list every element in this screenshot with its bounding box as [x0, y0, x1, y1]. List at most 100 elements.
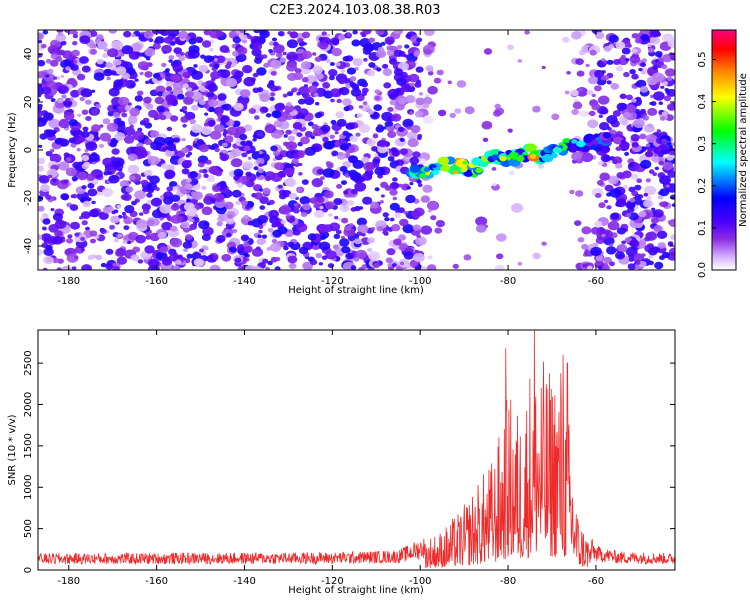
noise-blob — [79, 56, 89, 64]
noise-blob — [541, 65, 546, 70]
noise-blob — [170, 225, 178, 232]
noise-blob — [329, 62, 335, 66]
noise-blob — [630, 134, 640, 142]
noise-blob — [61, 94, 67, 99]
noise-blob — [598, 114, 603, 118]
noise-blob — [130, 42, 143, 52]
signal-blob — [471, 157, 483, 166]
noise-blob — [273, 44, 285, 54]
noise-blob — [434, 227, 443, 234]
noise-blob — [374, 95, 381, 101]
noise-blob — [663, 95, 672, 102]
noise-blob — [524, 30, 530, 35]
noise-blob — [310, 135, 316, 140]
noise-blob — [192, 143, 198, 148]
noise-blob — [371, 227, 376, 231]
noise-blob — [145, 80, 150, 85]
noise-blob — [293, 72, 303, 81]
noise-blob — [639, 133, 647, 140]
noise-blob — [355, 132, 361, 137]
noise-blob — [155, 187, 160, 192]
noise-blob — [386, 49, 395, 56]
noise-blob — [268, 199, 275, 205]
noise-blob — [108, 174, 120, 184]
noise-blob — [403, 211, 409, 215]
noise-blob — [298, 98, 306, 105]
noise-blob — [392, 177, 398, 182]
noise-blob — [387, 156, 395, 162]
noise-blob — [121, 45, 133, 55]
noise-blob — [77, 136, 85, 143]
noise-blob — [170, 237, 183, 248]
noise-blob — [330, 37, 340, 45]
noise-blob — [329, 134, 335, 139]
noise-blob — [299, 42, 305, 47]
noise-blob — [89, 230, 98, 237]
colorbar-tick-label: 0.0 — [697, 262, 708, 278]
noise-blob — [38, 103, 43, 109]
noise-blob — [655, 32, 662, 37]
noise-blob — [348, 155, 359, 164]
noise-blob — [355, 249, 368, 260]
noise-blob — [262, 258, 269, 264]
noise-blob — [254, 192, 264, 200]
noise-blob — [372, 134, 379, 139]
snr-x-ticks: -180 -160 -140 -120 -100 -80 -60 — [57, 330, 604, 587]
noise-blob — [178, 30, 189, 39]
noise-blob — [234, 120, 240, 125]
noise-blob — [219, 153, 230, 162]
noise-blob — [578, 110, 587, 118]
noise-blob — [660, 85, 665, 89]
noise-blob — [351, 173, 362, 182]
noise-blob — [52, 257, 59, 264]
signal-blob — [511, 152, 519, 158]
noise-blob — [38, 98, 41, 102]
noise-blob — [346, 199, 355, 206]
noise-blob — [50, 208, 55, 212]
noise-blob — [564, 90, 570, 95]
noise-blob — [146, 199, 153, 205]
noise-blob — [247, 156, 252, 160]
noise-blob — [345, 252, 354, 260]
noise-blob — [164, 149, 175, 158]
noise-blob — [143, 96, 152, 104]
noise-blob — [346, 142, 352, 147]
noise-blob — [280, 219, 286, 225]
noise-blob — [257, 168, 264, 174]
noise-blob — [208, 56, 215, 62]
noise-blob — [575, 58, 584, 65]
noise-blob — [608, 34, 619, 43]
noise-blob — [658, 160, 665, 166]
noise-blob — [152, 42, 161, 50]
noise-blob — [393, 49, 404, 57]
noise-blob — [85, 226, 90, 231]
noise-blob — [615, 43, 620, 47]
noise-blob — [397, 126, 405, 132]
noise-blob — [385, 257, 393, 264]
noise-blob — [373, 104, 383, 111]
noise-blob — [361, 232, 366, 237]
noise-blob — [340, 235, 345, 239]
noise-blob — [361, 81, 369, 88]
noise-blob — [261, 234, 268, 239]
noise-blob — [351, 39, 361, 47]
noise-blob — [288, 192, 298, 200]
x-tick-label: -100 — [409, 276, 432, 287]
noise-blob — [318, 262, 323, 266]
noise-blob — [318, 37, 324, 41]
noise-blob — [427, 255, 433, 260]
noise-blob — [40, 184, 50, 193]
x-tick-label: -120 — [321, 576, 344, 587]
noise-blob — [652, 172, 658, 177]
noise-blob — [366, 138, 376, 147]
noise-blob — [298, 108, 309, 117]
noise-blob — [60, 59, 72, 69]
noise-blob — [335, 229, 342, 235]
noise-blob — [598, 202, 606, 209]
noise-blob — [298, 86, 310, 96]
noise-blob — [74, 255, 79, 260]
noise-blob — [483, 48, 493, 55]
noise-blob — [314, 209, 325, 218]
noise-blob — [100, 228, 107, 234]
